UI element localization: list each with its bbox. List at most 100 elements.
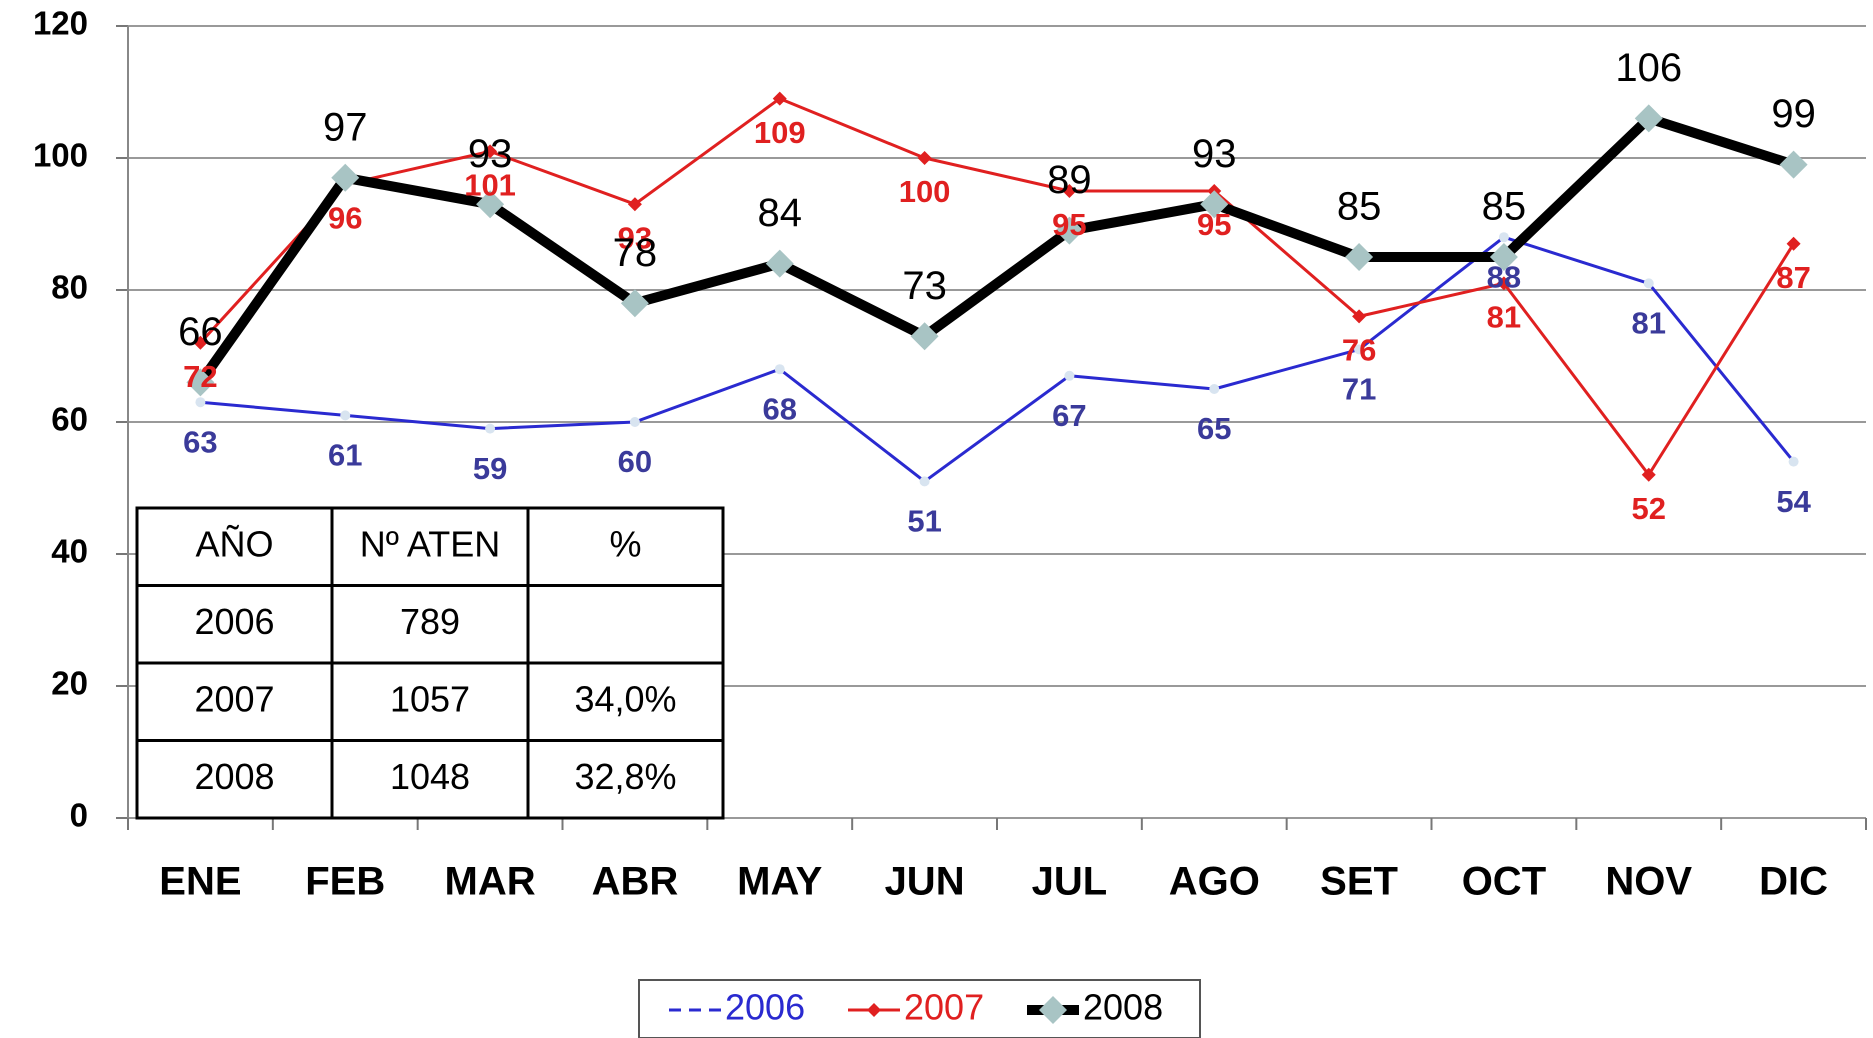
data-label: 85 <box>1337 185 1382 229</box>
data-label: 61 <box>328 438 362 473</box>
data-label: 66 <box>178 310 223 354</box>
table-cell: 2006 <box>194 601 274 642</box>
table-cell: 32,8% <box>574 756 676 797</box>
data-label: 72 <box>183 359 217 394</box>
data-label: 65 <box>1197 411 1231 446</box>
table-cell: 2008 <box>194 756 274 797</box>
data-label: 67 <box>1052 398 1086 433</box>
data-label: 109 <box>754 115 806 150</box>
point-marker <box>1498 232 1509 243</box>
legend-label: 2008 <box>1083 987 1163 1028</box>
data-label: 93 <box>618 220 652 255</box>
point-marker <box>910 322 939 351</box>
data-label: 93 <box>1192 132 1237 176</box>
point-marker <box>1064 370 1075 381</box>
point-marker <box>1200 190 1229 219</box>
point-marker <box>1643 278 1654 289</box>
data-label: 81 <box>1487 300 1521 335</box>
point-marker <box>1641 467 1656 482</box>
y-tick-label: 100 <box>33 137 88 174</box>
table-header: % <box>609 523 641 564</box>
point-marker <box>476 190 505 219</box>
point-marker <box>1786 236 1801 251</box>
data-label: 96 <box>328 201 362 236</box>
x-tick-label: AGO <box>1169 860 1260 904</box>
x-tick-label: DIC <box>1759 860 1828 904</box>
table-cell: 1048 <box>390 756 470 797</box>
data-label: 54 <box>1776 484 1811 519</box>
y-tick-label: 80 <box>51 269 88 306</box>
series-line <box>200 235 1795 483</box>
point-marker <box>1209 384 1220 394</box>
point-marker <box>1354 344 1365 355</box>
data-label: 81 <box>1632 306 1666 341</box>
legend-label: 2007 <box>904 987 984 1028</box>
point-marker <box>340 410 351 421</box>
point-marker <box>483 144 498 159</box>
point-marker <box>331 163 360 192</box>
table-cell: 1057 <box>390 678 470 719</box>
series-line <box>199 97 1795 477</box>
point-marker <box>774 364 785 375</box>
legend-box <box>638 979 1201 1038</box>
data-label: 89 <box>1047 158 1092 202</box>
point-marker <box>1055 216 1084 245</box>
x-tick-label: FEB <box>305 860 385 904</box>
data-label: 52 <box>1632 491 1666 526</box>
data-label: 93 <box>468 132 513 176</box>
data-label: 97 <box>323 105 368 149</box>
point-marker <box>1779 150 1808 179</box>
x-tick-label: ENE <box>159 860 241 904</box>
data-label: 88 <box>1487 259 1521 294</box>
point-marker <box>1345 243 1374 271</box>
data-label: 99 <box>1771 92 1816 136</box>
table-header: Nº ATEN <box>360 523 501 564</box>
point-marker <box>772 91 787 106</box>
point-marker <box>765 249 794 278</box>
legend-marker <box>867 1003 881 1017</box>
data-label: 51 <box>907 504 941 539</box>
point-marker <box>1352 309 1367 324</box>
x-tick-label: JUL <box>1032 860 1108 904</box>
point-marker <box>629 417 640 427</box>
data-label: 106 <box>1615 46 1682 90</box>
legend-marker <box>1039 996 1067 1024</box>
point-marker <box>627 197 642 212</box>
point-marker <box>917 151 932 165</box>
x-tick-label: OCT <box>1462 860 1546 904</box>
x-tick-label: ABR <box>592 860 679 904</box>
x-tick-label: MAR <box>445 860 536 904</box>
x-tick-label: JUN <box>885 860 965 904</box>
point-marker <box>485 423 496 434</box>
point-marker <box>1634 104 1663 133</box>
x-tick-label: MAY <box>737 860 823 904</box>
data-label: 78 <box>613 231 658 275</box>
data-label: 68 <box>763 391 797 426</box>
data-label: 84 <box>758 191 803 235</box>
x-tick-label: SET <box>1320 860 1398 904</box>
point-marker <box>620 289 649 318</box>
data-label: 95 <box>1197 207 1231 242</box>
legend-label: 2006 <box>725 987 805 1028</box>
data-label: 87 <box>1776 260 1810 295</box>
point-marker <box>195 397 206 408</box>
y-tick-label: 120 <box>33 5 88 42</box>
point-marker <box>1062 184 1077 198</box>
data-label: 100 <box>899 174 951 209</box>
y-tick-label: 0 <box>70 797 88 834</box>
data-label: 63 <box>183 424 217 459</box>
data-label: 73 <box>902 264 947 308</box>
data-label: 76 <box>1342 333 1376 368</box>
data-label: 101 <box>464 168 516 203</box>
data-label: 60 <box>618 444 652 479</box>
data-label: 59 <box>473 451 507 486</box>
y-tick-label: 60 <box>51 401 88 438</box>
point-marker <box>919 476 930 487</box>
y-tick-label: 40 <box>51 533 88 570</box>
point-marker <box>1496 276 1511 291</box>
x-tick-label: NOV <box>1605 860 1692 904</box>
table-cell: 34,0% <box>574 678 676 719</box>
y-tick-label: 20 <box>51 665 88 702</box>
point-marker <box>193 335 208 350</box>
